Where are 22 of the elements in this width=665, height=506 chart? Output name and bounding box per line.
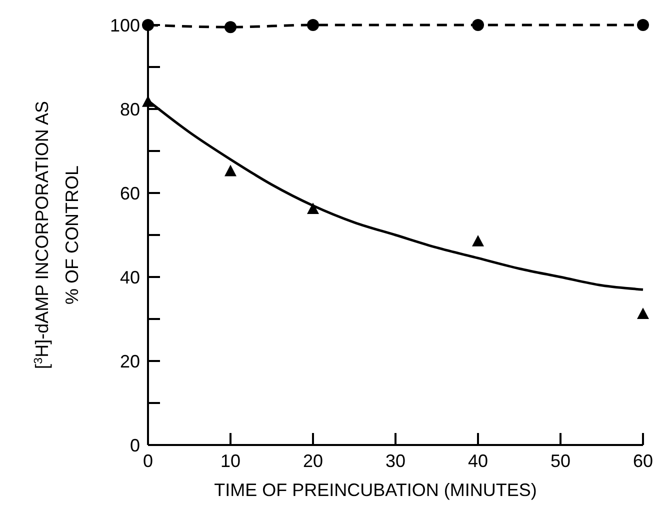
point bbox=[142, 19, 154, 31]
x-tick-label: 60 bbox=[632, 451, 654, 471]
y-tick-label: 80 bbox=[120, 99, 140, 120]
y-tick-label: 100 bbox=[110, 15, 140, 36]
y-tick-label: 60 bbox=[120, 183, 140, 204]
point bbox=[307, 19, 319, 31]
point bbox=[472, 234, 484, 246]
x-tick-label: 30 bbox=[385, 451, 406, 471]
y-tick-label: 0 bbox=[130, 435, 140, 456]
point bbox=[224, 21, 236, 34]
point bbox=[637, 19, 649, 31]
x-tick-label: 20 bbox=[302, 451, 324, 471]
x-tick-label: 40 bbox=[468, 451, 488, 471]
x-tick-label: 50 bbox=[550, 451, 571, 471]
y-tick-label: 20 bbox=[120, 351, 140, 372]
x-tick-label: 10 bbox=[220, 451, 241, 471]
x-axis-title: TIME OF PREINCUBATION (MINUTES) bbox=[214, 480, 537, 500]
y-tick-label: 40 bbox=[120, 267, 140, 288]
point bbox=[472, 19, 484, 31]
x-tick-label: 0 bbox=[142, 451, 154, 471]
point bbox=[637, 308, 649, 319]
point bbox=[224, 164, 236, 176]
